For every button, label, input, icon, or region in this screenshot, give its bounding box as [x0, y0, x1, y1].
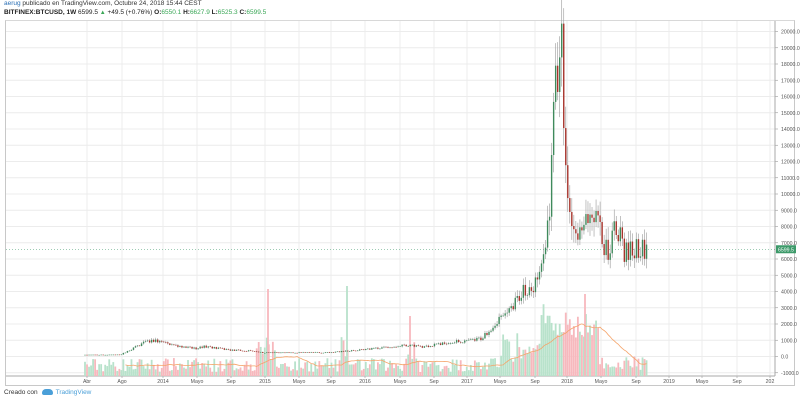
open-label: O: — [154, 9, 162, 16]
x-axis-tick-label: 2017 — [461, 379, 473, 385]
y-axis-tick-label: 9000.0 — [781, 208, 797, 214]
y-axis-tick-label: 7000.0 — [781, 241, 797, 247]
symbol-info-bar: BITFINEX:BTCUSD, 1W 6599.5 ▲ +49.5 (+0.7… — [4, 8, 266, 18]
x-axis-tick-label: 2016 — [359, 379, 371, 385]
x-axis-tick-label: Mayo — [293, 379, 306, 385]
x-axis-tick-label: Sep — [732, 379, 741, 385]
triangle-up-icon: ▲ — [99, 10, 106, 16]
volume-ma-line — [125, 323, 647, 368]
y-axis-tick-label: 15000.0 — [781, 111, 800, 117]
footer: Creado con TradingView — [4, 389, 91, 396]
x-axis-tick-label: Ago — [117, 379, 126, 385]
x-axis-tick-label: Abr — [83, 379, 91, 385]
symbol-label: BITFINEX:BTCUSD, 1W — [4, 9, 77, 16]
y-axis-tick-label: 18000.0 — [781, 62, 800, 68]
y-axis-tick-label: 0.0 — [781, 355, 788, 361]
y-axis-tick-label: 12000.0 — [781, 160, 800, 166]
low-label: L: — [211, 9, 218, 16]
y-axis-tick-label: 20000.0 — [781, 30, 800, 36]
last-price: 6599.5 — [78, 9, 98, 16]
publish-info: aerug publicado en TradingView.com, Octu… — [4, 0, 202, 8]
high-label: H: — [183, 9, 190, 16]
created-with-label: Creado con — [4, 389, 38, 396]
y-axis-tick-label: 13000.0 — [781, 143, 800, 149]
close-value: 6599.5 — [246, 9, 267, 16]
publish-text: publicado en TradingView.com, Octubre 24… — [20, 0, 202, 7]
tradingview-link[interactable]: TradingView — [55, 389, 92, 396]
y-axis-tick-label: 4000.0 — [781, 290, 797, 296]
y-axis-tick-label: 10000.0 — [781, 192, 800, 198]
y-axis-tick-label: 5000.0 — [781, 273, 797, 279]
y-axis-tick-label: 19000.0 — [781, 46, 800, 52]
x-axis-tick-label: 202 — [766, 379, 775, 385]
y-axis-tick-label: 3000.0 — [781, 306, 797, 312]
y-axis-tick-label: 1000.0 — [781, 338, 797, 344]
x-axis-tick-label: Mayo — [696, 379, 709, 385]
x-axis-tick-label: Sep — [226, 379, 235, 385]
y-axis-tick-label: 8000.0 — [781, 225, 797, 231]
high-value: 6627.9 — [189, 9, 210, 16]
x-axis-tick-label: Mayo — [191, 379, 204, 385]
y-axis-tick-label: 6000.0 — [781, 257, 797, 263]
y-axis-tick-label: 11000.0 — [781, 176, 799, 182]
y-axis-tick-label: 14000.0 — [781, 127, 800, 133]
last-price-tag — [776, 245, 796, 254]
volume-bars — [84, 286, 648, 376]
x-axis-tick-label: Sep — [326, 379, 335, 385]
x-axis-tick-label: Mayo — [595, 379, 608, 385]
y-axis-tick-label: 17000.0 — [781, 78, 800, 84]
x-axis-tick-label: Mayo — [394, 379, 407, 385]
x-axis-tick-label: 2019 — [663, 379, 675, 385]
tradingview-cloud-icon — [41, 389, 53, 396]
chart-frame — [5, 20, 795, 386]
x-axis-tick-label: 2018 — [561, 379, 573, 385]
author-link[interactable]: aerug — [4, 0, 21, 7]
x-axis-tick-label: 2015 — [259, 379, 271, 385]
y-axis-tick-label: 2000.0 — [781, 322, 797, 328]
x-axis-tick-label: 2014 — [157, 379, 169, 385]
x-axis-tick-label: Sep — [530, 379, 539, 385]
x-axis-tick-label: Sep — [631, 379, 640, 385]
price-change: +49.5 (+0.76%) — [107, 9, 153, 16]
close-label: C: — [239, 9, 247, 16]
open-value: 6550.1 — [161, 9, 182, 16]
low-value: 6525.3 — [217, 9, 238, 16]
x-axis-tick-label: Mayo — [494, 379, 507, 385]
last-price-tag-label: 6599.5 — [778, 247, 794, 253]
y-axis-tick-label: 16000.0 — [781, 95, 800, 101]
candles — [84, 0, 648, 356]
y-axis-tick-label: -1000.0 — [781, 371, 799, 377]
x-axis-tick-label: Sep — [429, 379, 438, 385]
